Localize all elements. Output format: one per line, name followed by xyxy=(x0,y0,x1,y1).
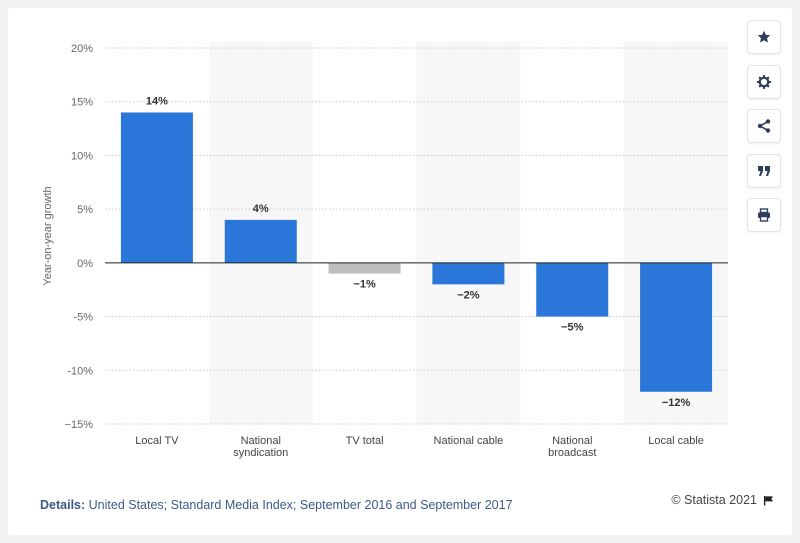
y-tick-label: 20% xyxy=(71,43,93,55)
quote-icon xyxy=(758,165,770,176)
y-tick-label: −15% xyxy=(65,419,94,431)
data-label: −2% xyxy=(457,289,480,301)
data-label: 14% xyxy=(146,95,168,107)
star-icon xyxy=(757,30,771,43)
x-tick-label: National broadcast xyxy=(548,435,596,459)
credit-text: © Statista 2021 xyxy=(671,493,757,507)
share-icon xyxy=(757,119,771,133)
print-button[interactable] xyxy=(747,198,781,232)
y-axis-label: Year-on-year growth xyxy=(42,186,54,285)
bars xyxy=(120,112,713,392)
flag-icon xyxy=(763,495,774,506)
x-tick-label: Local TV xyxy=(135,435,179,447)
details-label: Details: xyxy=(40,498,86,512)
bar[interactable] xyxy=(536,262,609,317)
category-band xyxy=(416,42,521,424)
x-tick-label: TV total xyxy=(346,435,384,447)
bar[interactable] xyxy=(432,262,505,285)
x-tick-label: Local cable xyxy=(648,435,704,447)
y-tick-label: -10% xyxy=(67,365,93,377)
y-tick-label: -5% xyxy=(73,312,93,324)
cite-button[interactable] xyxy=(747,153,781,188)
x-tick-labels: Local TV National syndication TV total Natio… xyxy=(135,435,704,459)
x-tick-label: National syndication xyxy=(233,435,288,459)
statista-credit[interactable]: © Statista 2021 xyxy=(671,493,774,507)
share-button[interactable] xyxy=(747,109,781,143)
y-tick-labels: 20% 15% 10% 5% 0% -5% -10% −15% xyxy=(65,43,94,431)
settings-button[interactable] xyxy=(747,64,781,99)
data-label: −5% xyxy=(561,322,584,334)
y-tick-label: 15% xyxy=(71,97,93,109)
bar[interactable] xyxy=(120,112,193,263)
x-tick-label: National cable xyxy=(434,435,504,447)
print-icon xyxy=(758,208,770,222)
toolbar xyxy=(747,20,781,243)
y-tick-label: 5% xyxy=(77,204,93,216)
gridlines xyxy=(105,47,728,425)
details-text: United States; Standard Media Index; Sep… xyxy=(88,498,513,512)
data-label: −1% xyxy=(353,279,376,291)
y-tick-label: 10% xyxy=(71,150,93,162)
bar[interactable] xyxy=(328,262,401,274)
y-tick-label: 0% xyxy=(77,258,93,270)
data-label: −12% xyxy=(662,397,691,409)
data-labels: 14% 4% −1% −2% −5% −12% xyxy=(146,95,691,408)
favorite-button[interactable] xyxy=(747,20,781,54)
bar[interactable] xyxy=(640,262,713,392)
bar[interactable] xyxy=(224,219,297,263)
chart-details: Details: United States; Standard Media I… xyxy=(40,498,513,512)
data-label: 4% xyxy=(253,203,269,215)
gear-icon xyxy=(757,74,771,89)
